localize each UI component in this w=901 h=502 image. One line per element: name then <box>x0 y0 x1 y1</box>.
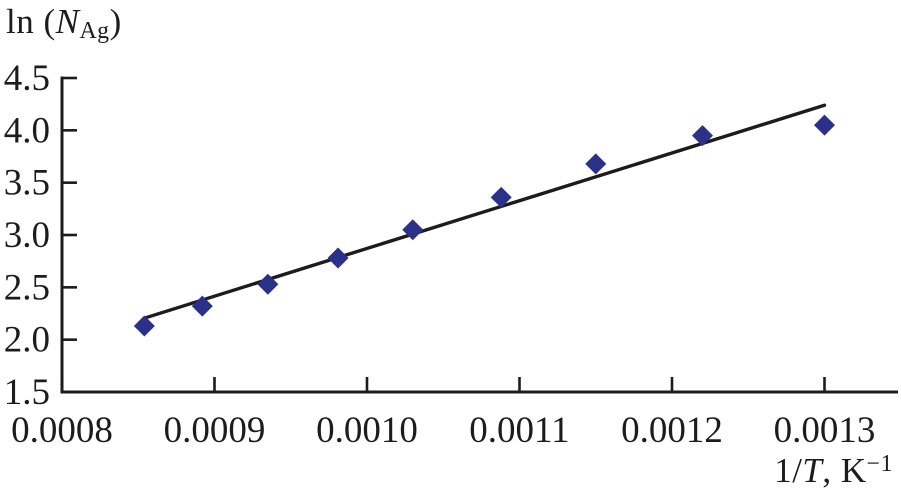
data-point-marker <box>191 295 213 317</box>
tick-labels: 1.5 2.0 2.5 3.0 3.5 4.0 4.5 0.0008 0.0009 0.0010 0… <box>4 58 876 451</box>
x-axis-title-part-1: T <box>802 451 823 490</box>
x-axis-title-part-2: , K <box>822 451 867 490</box>
y-tick-label: 4.0 <box>4 110 50 151</box>
trend-line <box>144 103 827 320</box>
y-tick-label: 4.5 <box>4 58 50 99</box>
x-tick-label: 0.0010 <box>316 410 418 451</box>
y-tick-label: 1.5 <box>4 372 50 413</box>
data-point-marker <box>814 114 835 136</box>
y-axis-title-part-3: ) <box>109 2 122 41</box>
data-point-marker <box>327 247 349 269</box>
data-point-marker <box>490 186 512 208</box>
x-tick-label: 0.0011 <box>469 410 569 451</box>
axes <box>60 76 898 394</box>
x-axis-title-part-3: −1 <box>866 451 893 478</box>
y-tick-label: 2.0 <box>4 320 50 361</box>
x-axis-title: 1/T, K−1 <box>774 451 893 491</box>
data-point-marker <box>585 153 607 175</box>
data-point-marker <box>133 315 155 337</box>
x-tick-label: 0.0008 <box>11 410 113 451</box>
y-axis-title-part-1: N <box>55 2 80 41</box>
x-tick-label: 0.0009 <box>164 410 266 451</box>
x-tick-label: 0.0013 <box>774 410 876 451</box>
data-point-marker <box>257 273 279 295</box>
y-tick-label: 3.0 <box>4 215 50 256</box>
x-axis-title-part-0: 1/ <box>774 451 803 490</box>
data-point-marker <box>402 219 424 241</box>
tick-marks <box>60 76 826 394</box>
y-axis-title-part-0: ln ( <box>6 2 56 41</box>
y-tick-label: 2.5 <box>4 267 50 308</box>
y-axis-title: ln (NAg) <box>6 2 122 45</box>
x-tick-label: 0.0012 <box>621 410 723 451</box>
y-axis-title-part-2: Ag <box>79 18 110 45</box>
data-points <box>133 114 835 337</box>
y-tick-label: 3.5 <box>4 163 50 204</box>
data-point-marker <box>692 125 713 147</box>
